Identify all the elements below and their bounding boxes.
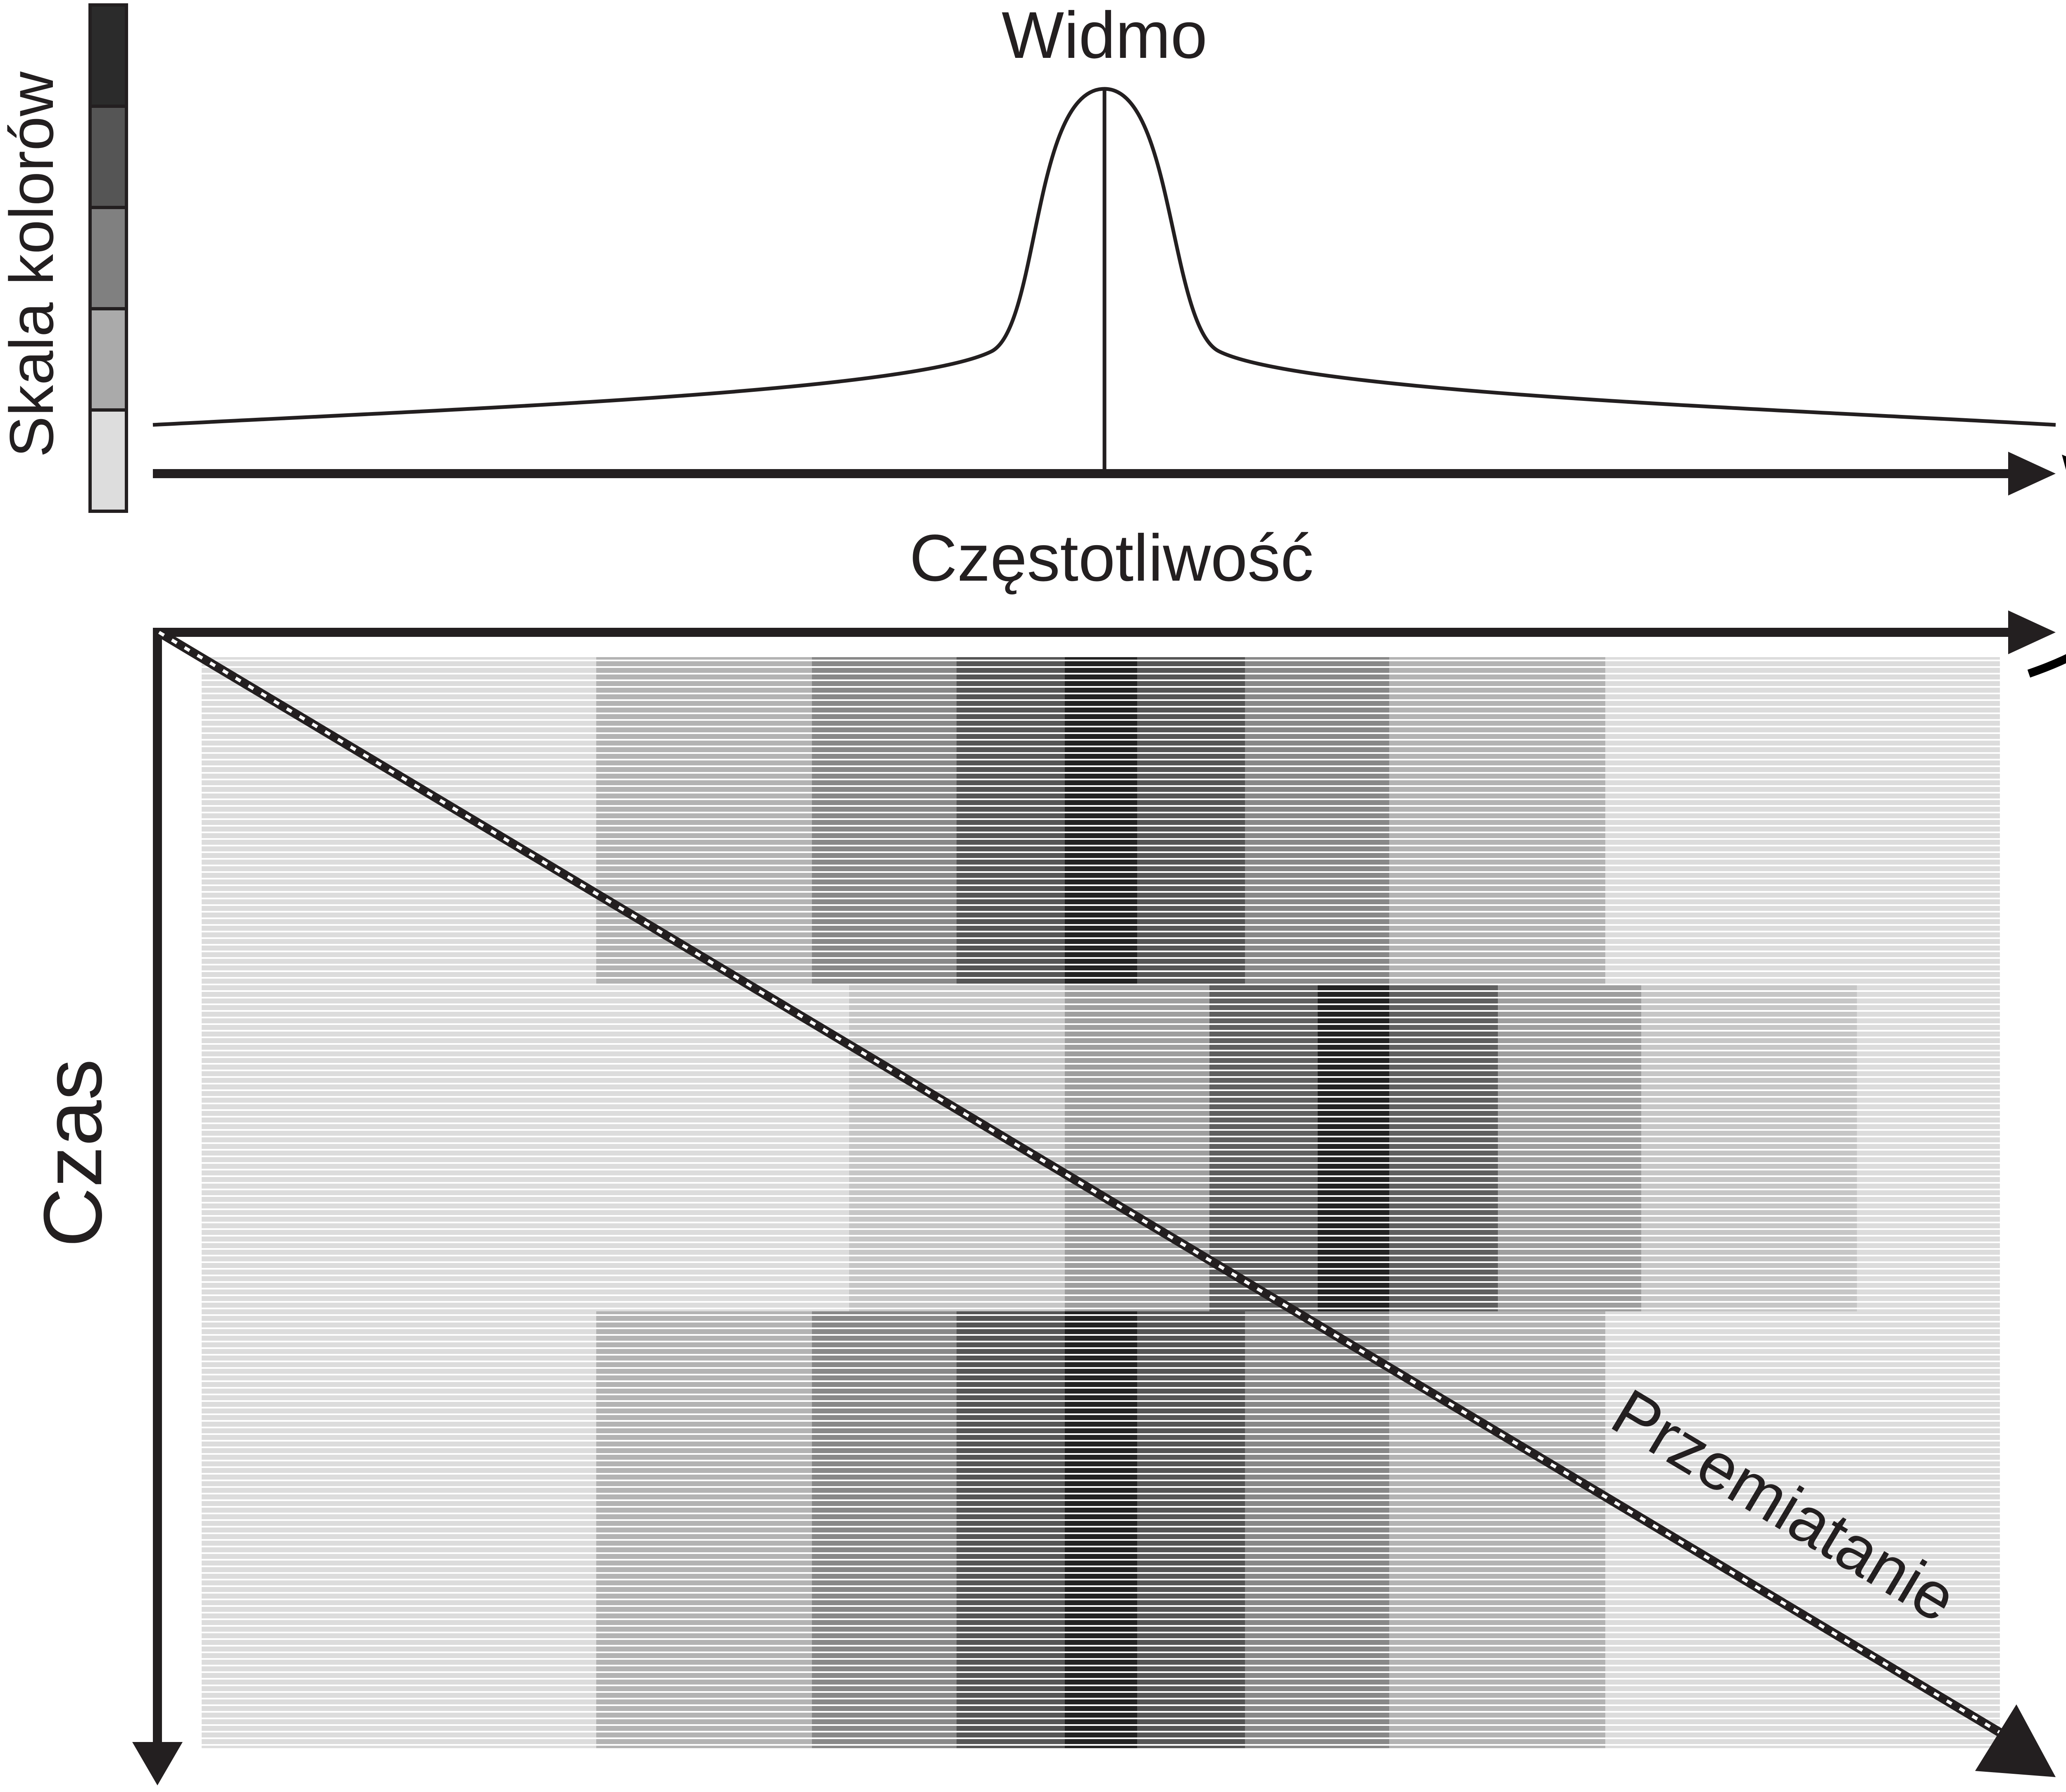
spectrum-title: Widmo [1002, 0, 1207, 72]
color-scale-swatch [88, 408, 128, 513]
color-scale [88, 3, 128, 513]
color-scale-swatch [88, 307, 128, 412]
curved-arrow [2027, 654, 2066, 678]
color-scale-swatch [88, 105, 128, 209]
color-scale-swatch [88, 206, 128, 310]
time-label: Czas [27, 1059, 119, 1247]
time-axis-arrowhead [132, 1742, 183, 1785]
curved-arrow-head [2062, 455, 2066, 470]
frequency-label: Częstotliwość [909, 521, 1314, 595]
spectrum-frequency-arrowhead [2008, 452, 2056, 496]
color-scale-swatch [88, 3, 128, 108]
color-scale-label: Skala kolorów [0, 71, 66, 457]
sweep-arrowhead [1975, 1704, 2056, 1777]
sweep-line-dash [158, 631, 2014, 1742]
waterfall-frequency-arrowhead [2008, 610, 2056, 654]
